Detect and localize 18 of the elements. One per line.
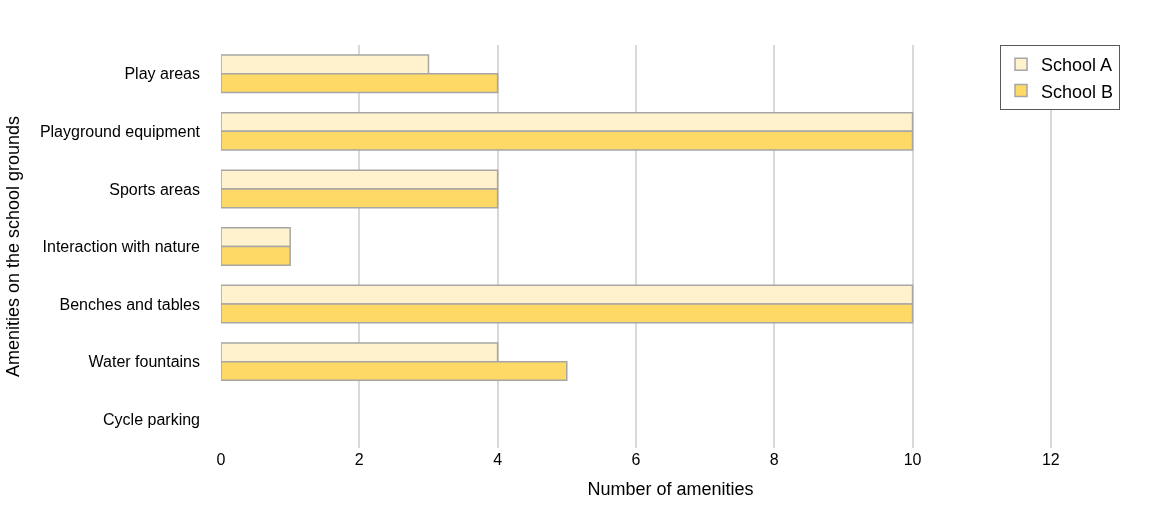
y-tick-label: Benches and tables — [59, 295, 200, 313]
x-tick-label: 2 — [354, 451, 364, 468]
y-tick-label: Playground equipment — [39, 122, 201, 140]
y-tick-label: Interaction with nature — [42, 238, 201, 256]
legend-label: School A — [1041, 55, 1113, 76]
x-tick-label: 0 — [216, 451, 226, 468]
x-axis-title: Number of amenities — [587, 479, 754, 500]
x-tick-label: 8 — [769, 451, 779, 468]
x-tick-label: 6 — [631, 451, 641, 468]
y-axis-title: Amenities on the school grounds — [3, 115, 24, 378]
y-tick-label: Water fountains — [88, 353, 200, 371]
x-tick-label: 4 — [493, 451, 503, 468]
x-tick-label: 12 — [1041, 451, 1060, 468]
y-tick-label: Sports areas — [109, 180, 200, 198]
legend-label: School B — [1041, 81, 1114, 102]
x-tick-label: 10 — [903, 451, 922, 468]
y-tick-label: Cycle parking — [103, 410, 200, 428]
y-tick-label: Play areas — [124, 65, 200, 83]
